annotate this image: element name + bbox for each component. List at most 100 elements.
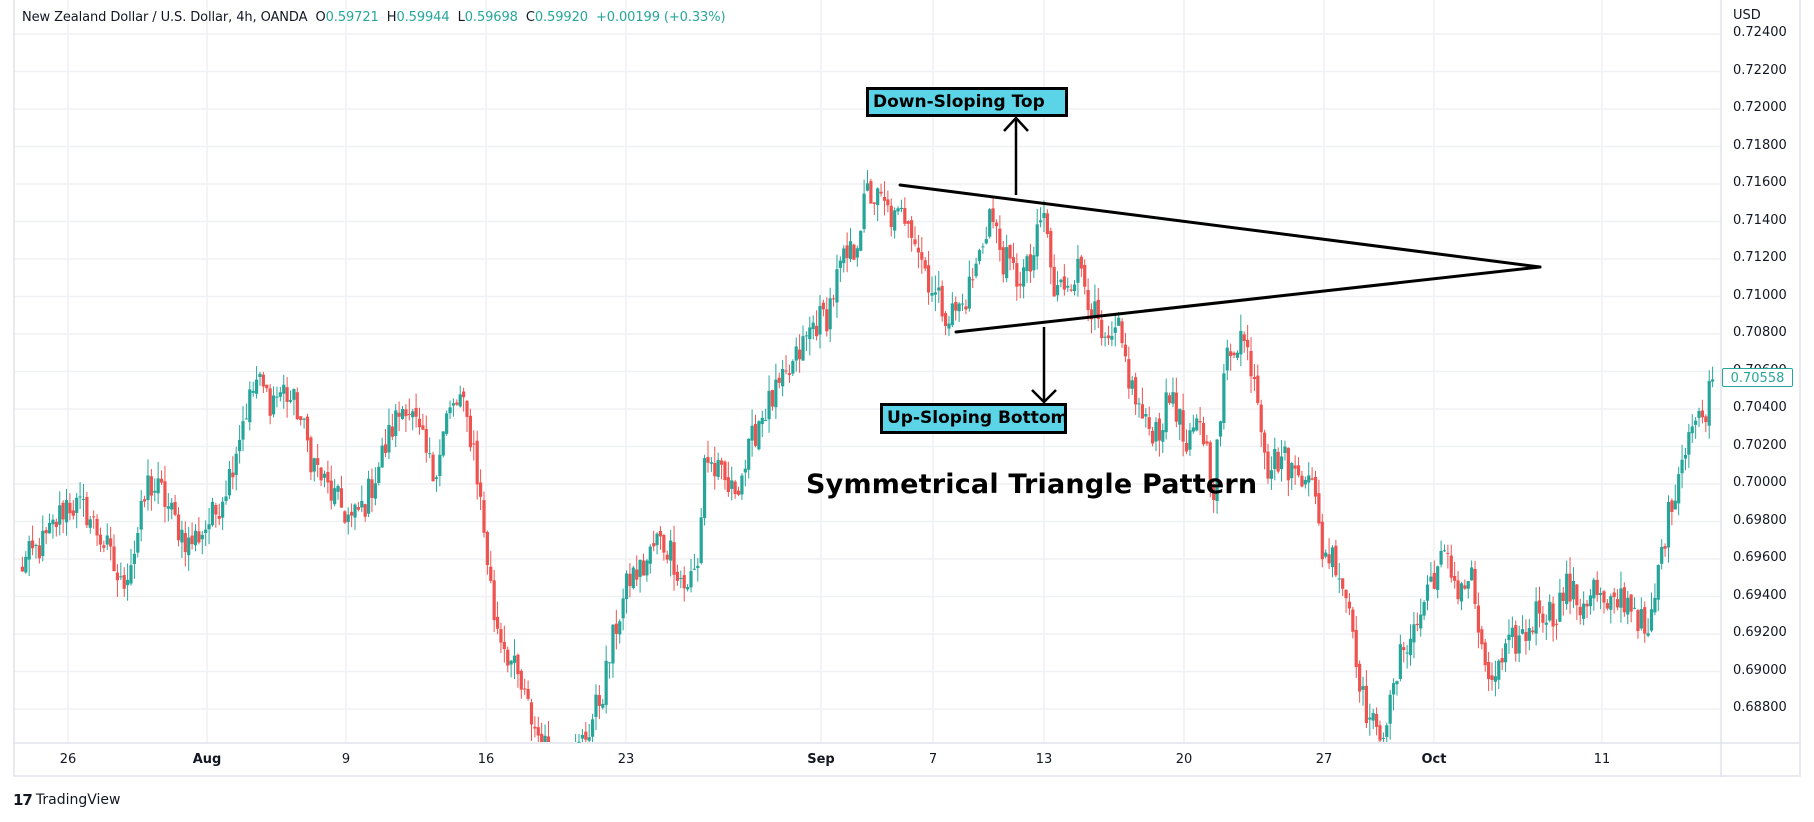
- candle-body: [1561, 592, 1565, 601]
- tradingview-logo-text: TradingView: [35, 792, 121, 808]
- currency-label[interactable]: USD: [1733, 8, 1761, 23]
- candle-body: [173, 501, 177, 515]
- candle-body: [730, 480, 734, 489]
- close-label: C: [525, 10, 535, 25]
- candle-body: [1239, 330, 1243, 355]
- candle-body: [624, 573, 629, 600]
- candle-body: [1704, 416, 1708, 423]
- candle-body: [176, 514, 181, 541]
- candle-body: [288, 400, 293, 402]
- candle-body: [1022, 267, 1026, 287]
- price-tick-label: 0.69400: [1733, 587, 1787, 603]
- candle-body: [828, 298, 832, 330]
- candle-body: [85, 496, 89, 526]
- candle-body: [482, 500, 486, 533]
- price-tick-label: 0.70800: [1733, 325, 1787, 340]
- candle-body: [227, 468, 232, 496]
- candle-body: [122, 575, 126, 589]
- candle-body: [1296, 465, 1301, 476]
- candle-body: [1615, 599, 1620, 608]
- candle-body: [692, 568, 697, 570]
- price-tick-label: 0.72200: [1733, 62, 1787, 78]
- candle-body: [1005, 247, 1009, 279]
- pattern-title[interactable]: Symmetrical Triangle Pattern: [806, 469, 1258, 500]
- candle-body: [299, 416, 303, 421]
- candle-body: [149, 476, 153, 496]
- candle-body: [1293, 465, 1297, 469]
- candle-body: [1663, 546, 1667, 549]
- candle-body: [302, 418, 306, 420]
- candle-body: [119, 576, 123, 578]
- candle-body: [882, 196, 887, 201]
- candle-body: [1218, 421, 1223, 437]
- candle-body: [757, 421, 761, 450]
- candle-body: [1252, 376, 1257, 380]
- up-sloping-bottom-trendline[interactable]: [954, 265, 1542, 334]
- down-sloping-top-trendline[interactable]: [898, 183, 1542, 269]
- candle-body: [445, 413, 449, 434]
- candle-body: [1161, 430, 1165, 442]
- up-arrow-head-icon: [1003, 116, 1029, 132]
- candle-body: [1150, 430, 1155, 444]
- candle-body: [1548, 601, 1552, 621]
- candle-body: [78, 496, 82, 498]
- candle-body: [1011, 257, 1016, 263]
- candle-body: [1473, 568, 1477, 605]
- candle-body: [431, 454, 435, 482]
- close-value: 0.59920: [534, 10, 588, 25]
- low-value: 0.59698: [464, 10, 518, 25]
- candle-body: [1619, 588, 1623, 608]
- candle-body: [855, 248, 859, 258]
- candle-body: [679, 577, 683, 580]
- candle-body: [1262, 432, 1267, 453]
- candle-body: [1198, 421, 1202, 423]
- candle-body: [434, 477, 439, 480]
- candle-body: [1110, 335, 1114, 340]
- candle-body: [950, 303, 954, 326]
- candle-body: [1649, 609, 1654, 631]
- candle-body: [207, 524, 211, 530]
- candle-body: [1520, 629, 1525, 634]
- candle-body: [845, 245, 849, 259]
- candle-body: [1191, 427, 1195, 432]
- candle-body: [1476, 605, 1481, 633]
- candle-body: [1195, 418, 1199, 431]
- candle-body: [699, 517, 703, 564]
- candle-body: [1320, 521, 1324, 560]
- candle-body: [607, 662, 612, 664]
- candle-body: [360, 500, 364, 508]
- candle-body: [1266, 451, 1270, 479]
- candle-body: [92, 516, 96, 518]
- candle-body: [533, 726, 537, 729]
- candle-body: [872, 202, 876, 205]
- candle-body: [889, 205, 893, 227]
- candle-body: [1575, 584, 1579, 606]
- candle-body: [1687, 432, 1691, 455]
- candle-body: [400, 409, 405, 419]
- candle-body: [1391, 683, 1396, 695]
- candle-body: [1140, 404, 1145, 419]
- candle-body: [1205, 441, 1209, 444]
- candle-body: [947, 323, 951, 329]
- down-sloping-top-label[interactable]: Down-Sloping Top: [866, 87, 1068, 117]
- candle-body: [1368, 717, 1372, 720]
- candle-body: [295, 392, 299, 420]
- candle-body: [811, 322, 815, 330]
- candle-body: [265, 384, 269, 389]
- candle-body: [1558, 592, 1562, 622]
- candle-body: [153, 490, 157, 493]
- up-sloping-bottom-label[interactable]: Up-Sloping Bottom: [880, 403, 1068, 434]
- candle-body: [30, 540, 35, 549]
- candle-body: [285, 387, 289, 402]
- candle-body: [1388, 694, 1392, 724]
- candle-body: [740, 475, 744, 495]
- candle-body: [499, 629, 503, 643]
- candle-body: [1246, 339, 1250, 348]
- tradingview-logo[interactable]: 17 TradingView: [13, 791, 120, 809]
- candle-body: [641, 560, 646, 576]
- candle-body: [397, 412, 401, 417]
- candle-body: [356, 507, 360, 510]
- candle-body: [1055, 285, 1060, 296]
- candle-body: [312, 458, 316, 472]
